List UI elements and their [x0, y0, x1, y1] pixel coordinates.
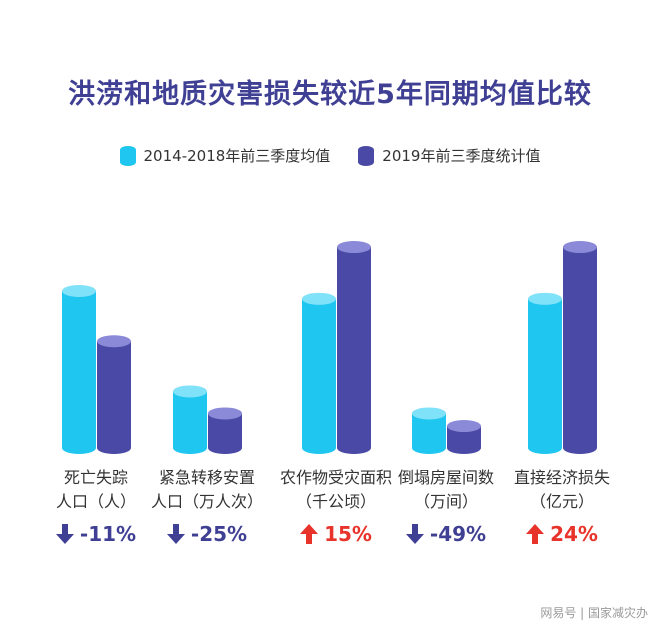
category-label-line1: 紧急转移安置: [158, 468, 255, 487]
bar-1-series-1: [62, 285, 96, 454]
legend-item-series-1: 2014-2018年前三季度均值: [119, 145, 331, 166]
legend-label-series-1: 2014-2018年前三季度均值: [143, 147, 331, 165]
bar-top: [302, 292, 336, 305]
bar-top: [412, 407, 446, 420]
arrow-up-icon: [300, 524, 319, 544]
category-label-line1: 直接经济损失: [513, 468, 610, 487]
category-label-3: 农作物受灾面积 （千公顷）: [271, 466, 401, 514]
category-label-2: 紧急转移安置 人口（万人次）: [142, 466, 272, 514]
chart-title: 洪涝和地质灾害损失较近5年同期均值比较: [68, 79, 592, 110]
change-value: 24%: [550, 522, 598, 546]
bar-5-series-2: [563, 241, 597, 454]
bar-base: [528, 442, 562, 454]
bar-3-series-1: [302, 292, 336, 454]
bar-body: [97, 341, 131, 448]
legend-swatch-series-2: [358, 145, 375, 166]
bar-body: [337, 247, 371, 448]
legend: 2014-2018年前三季度均值 2019年前三季度统计值: [0, 145, 660, 166]
bar-base: [208, 442, 242, 454]
arrow-up-icon: [526, 524, 545, 544]
bar-4-series-1: [412, 407, 446, 454]
bar-base: [62, 442, 96, 454]
arrow-down-icon: [55, 524, 74, 544]
bar-body: [447, 426, 481, 448]
bar-base: [97, 442, 131, 454]
bar-top: [447, 420, 481, 433]
bar-top: [528, 292, 562, 305]
category-label-1: 死亡失踪人口（人）: [31, 466, 161, 514]
change-indicator-1: -11%: [31, 522, 161, 546]
bar-base: [447, 442, 481, 454]
category-label-line2: （亿元）: [529, 492, 594, 511]
legend-label-series-2: 2019年前三季度统计值: [382, 147, 541, 165]
bar-body: [173, 391, 207, 448]
bar-base: [412, 442, 446, 454]
legend-item-series-2: 2019年前三季度统计值: [358, 145, 540, 166]
legend-swatch-series-1: [119, 145, 136, 166]
change-value: -25%: [190, 522, 248, 546]
change-indicator-3: 15%: [271, 522, 401, 546]
bar-body: [563, 247, 597, 448]
arrow-down-icon: [166, 524, 185, 544]
category-label-line1: 农作物受灾面积: [279, 468, 392, 487]
category-label-line2: 人口（人）: [55, 492, 136, 511]
bar-base: [337, 442, 371, 454]
bar-base: [302, 442, 336, 454]
change-value: 15%: [324, 522, 372, 546]
bar-4-series-2: [447, 420, 481, 454]
category-label-line2: （万间）: [413, 492, 478, 511]
category-label-line2: 人口（万人次）: [150, 492, 263, 511]
bar-top: [563, 241, 597, 254]
change-indicator-5: 24%: [497, 522, 627, 546]
change-value: -49%: [429, 522, 487, 546]
bar-body: [528, 298, 562, 448]
bar-2-series-2: [208, 407, 242, 454]
change-indicator-2: -25%: [142, 522, 272, 546]
bar-top: [97, 335, 131, 348]
bar-top: [337, 241, 371, 254]
bar-top: [208, 407, 242, 420]
bar-5-series-1: [528, 292, 562, 454]
bar-top: [62, 285, 96, 297]
bar-base: [563, 442, 597, 454]
watermark: 网易号 | 国家减灾办: [540, 606, 648, 620]
bar-body: [302, 298, 336, 448]
category-label-line1: 倒塌房屋间数: [397, 468, 494, 487]
category-label-5: 直接经济损失 （亿元）: [497, 466, 627, 514]
change-value: -11%: [79, 522, 137, 546]
arrow-down-icon: [405, 524, 424, 544]
bar-base: [173, 442, 207, 454]
bar-body: [62, 291, 96, 448]
bar-1-series-2: [97, 335, 131, 454]
category-label-line1: 死亡失踪: [63, 468, 128, 487]
bar-top: [173, 385, 207, 398]
category-label-line2: （千公顷）: [295, 492, 376, 511]
change-indicator-4: -49%: [381, 522, 511, 546]
category-label-4: 倒塌房屋间数 （万间）: [381, 466, 511, 514]
bar-2-series-1: [173, 385, 207, 454]
bar-3-series-2: [337, 241, 371, 454]
